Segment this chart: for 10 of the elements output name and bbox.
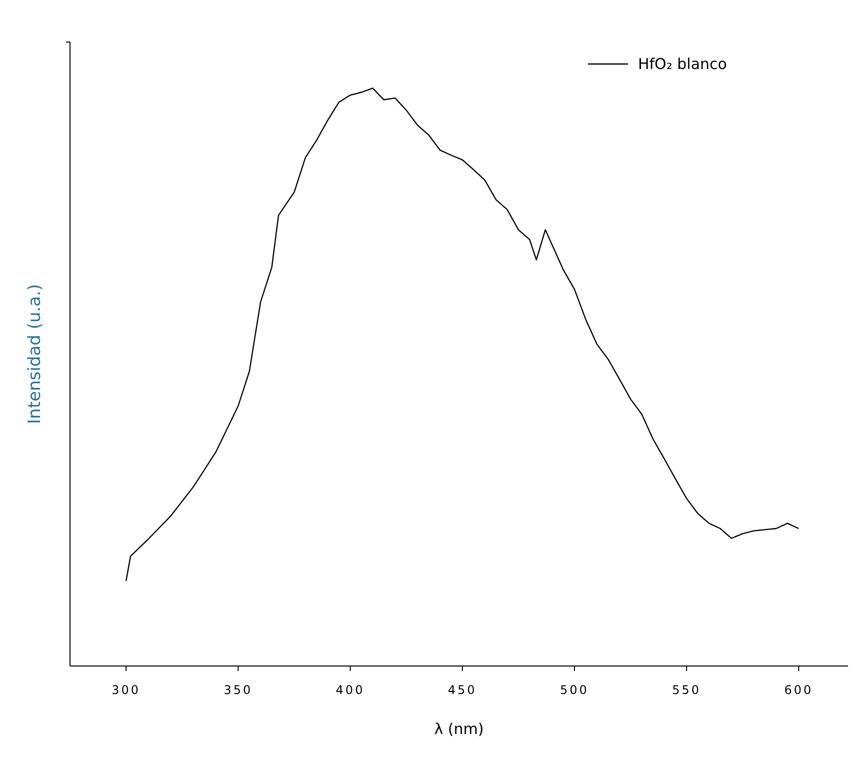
x-tick-label: 600	[784, 683, 814, 697]
x-tick-label: 550	[672, 683, 702, 697]
x-tick-label: 350	[224, 683, 253, 697]
x-tick-label: 500	[560, 683, 589, 697]
y-axis-title: Intensidad (u.a.)	[25, 284, 45, 424]
x-tick-label: 400	[336, 683, 365, 697]
x-axis-title: λ (nm)	[434, 720, 484, 738]
x-tick-label: 300	[112, 683, 141, 697]
x-tick-label: 450	[448, 683, 477, 697]
legend-label: HfO₂ blanco	[638, 55, 727, 73]
